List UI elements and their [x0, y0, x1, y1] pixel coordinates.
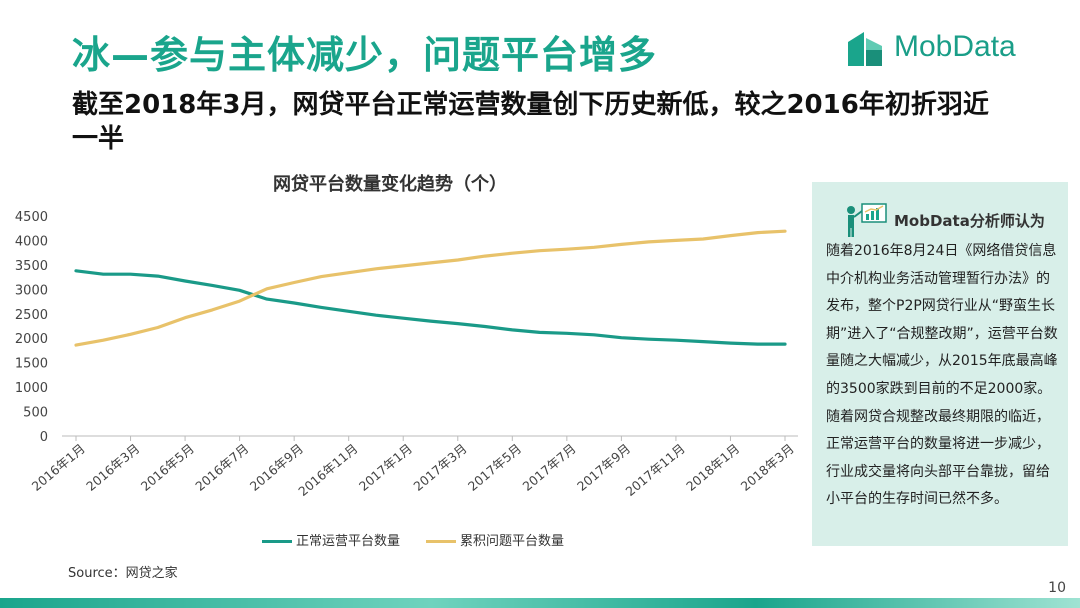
x-tick-label: 2017年1月 — [356, 441, 415, 494]
x-tick-label: 2017年7月 — [520, 441, 579, 494]
x-tick-label: 2016年7月 — [192, 441, 251, 494]
logo-text: MobData — [894, 30, 1016, 63]
page-title: 冰—参与主体减少，问题平台增多 — [72, 33, 658, 77]
legend-item-problem: 累积问题平台数量 — [426, 530, 564, 549]
y-tick-label: 2500 — [15, 308, 48, 323]
y-tick-label: 3000 — [15, 283, 48, 298]
x-tick-label: 2017年3月 — [410, 441, 469, 494]
analyst-presenter-icon — [847, 203, 887, 237]
legend-item-normal: 正常运营平台数量 — [262, 530, 400, 549]
source-note: Source：网贷之家 — [68, 566, 178, 581]
footer-band — [0, 598, 1080, 608]
panel-text: 随着2016年8月24日《网络借贷信息中介机构业务活动管理暂行办法》的发布，整个… — [826, 243, 1058, 508]
x-tick-label: 2016年1月 — [29, 441, 88, 494]
y-tick-label: 4500 — [15, 210, 48, 225]
y-tick-label: 4000 — [15, 234, 48, 249]
x-tick-label: 2016年3月 — [83, 441, 142, 494]
x-tick-label: 2016年5月 — [138, 441, 197, 494]
y-tick-label: 2000 — [15, 332, 48, 347]
legend-swatch-problem — [426, 540, 456, 543]
page-subtitle: 截至2018年3月，网贷平台正常运营数量创下历史新低，较之2016年初折羽近一半 — [72, 90, 989, 154]
analyst-panel: MobData分析师认为 随着2016年8月24日《网络借贷信息中介机构业务活动… — [812, 182, 1068, 546]
y-tick-label: 0 — [40, 430, 48, 445]
chart-title: 网贷平台数量变化趋势（个） — [273, 174, 507, 195]
x-tick-label: 2017年11月 — [623, 441, 688, 499]
panel-title: MobData分析师认为 — [894, 212, 1045, 230]
y-tick-label: 500 — [23, 406, 48, 421]
x-tick-label: 2016年11月 — [295, 441, 360, 499]
panel-header: MobData分析师认为 — [844, 202, 1064, 238]
y-tick-label: 1500 — [15, 357, 48, 372]
legend-label-problem: 累积问题平台数量 — [460, 534, 565, 549]
brand-logo: MobData — [846, 26, 1056, 70]
y-tick-label: 3500 — [15, 259, 48, 274]
x-tick-label: 2018年1月 — [683, 441, 742, 494]
y-tick-label: 1000 — [15, 381, 48, 396]
legend-label-normal: 正常运营平台数量 — [296, 534, 401, 549]
series-line-0 — [74, 269, 787, 346]
line-chart: 0 500 1000 1500 2000 2500 3000 3500 4000 4500 2016… — [15, 210, 798, 499]
legend-swatch-normal — [262, 540, 292, 543]
page-number: 10 — [1048, 580, 1066, 596]
series-line-1 — [74, 229, 787, 347]
x-tick-label: 2018年3月 — [738, 441, 797, 494]
logo-icon — [848, 32, 882, 66]
x-tick-label: 2017年5月 — [465, 441, 524, 494]
